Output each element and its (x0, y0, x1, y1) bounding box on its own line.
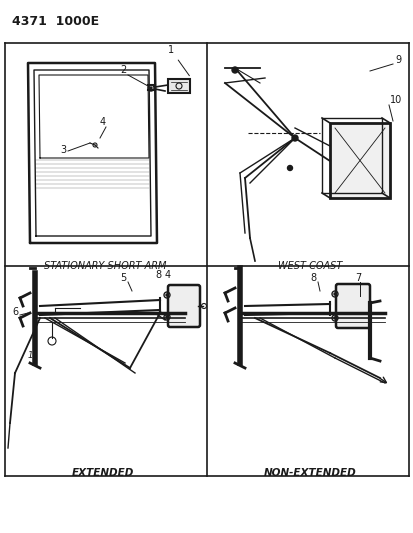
Circle shape (231, 67, 237, 73)
Text: 7: 7 (354, 273, 361, 283)
FancyBboxPatch shape (335, 284, 369, 328)
Text: 5: 5 (120, 273, 126, 283)
Text: 4371  1000E: 4371 1000E (12, 15, 99, 28)
Text: EXTENDED: EXTENDED (71, 468, 134, 478)
Circle shape (333, 293, 335, 295)
Circle shape (166, 316, 168, 318)
Text: 2: 2 (120, 65, 126, 75)
Bar (168, 79, 190, 93)
FancyBboxPatch shape (168, 285, 199, 327)
Text: WEST COAST: WEST COAST (277, 261, 342, 271)
Text: 9: 9 (394, 55, 400, 65)
Circle shape (166, 294, 168, 296)
Text: 1: 1 (168, 45, 189, 76)
Circle shape (287, 166, 292, 171)
Text: 8: 8 (309, 273, 316, 283)
Text: 3: 3 (60, 145, 66, 155)
Text: 1: 1 (28, 351, 33, 360)
Text: 8: 8 (154, 270, 161, 280)
Text: STATIONARY SHORT ARM: STATIONARY SHORT ARM (44, 261, 166, 271)
Circle shape (150, 87, 152, 89)
Text: NON-EXTENDED: NON-EXTENDED (263, 468, 356, 478)
Circle shape (333, 317, 335, 319)
Text: 4: 4 (165, 270, 171, 280)
Bar (329, 123, 389, 198)
Bar (321, 118, 381, 193)
Circle shape (291, 135, 297, 141)
Text: 10: 10 (389, 95, 401, 105)
Text: 6: 6 (12, 307, 18, 317)
Text: 4: 4 (100, 117, 106, 127)
